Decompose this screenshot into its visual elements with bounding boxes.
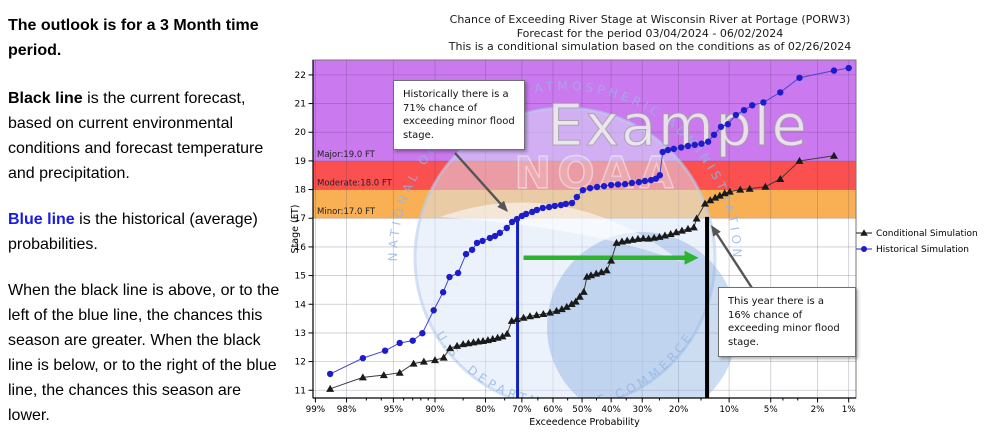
historical-annotation-arrow bbox=[454, 152, 508, 212]
svg-text:14: 14 bbox=[295, 300, 307, 310]
axis-ticks bbox=[308, 74, 850, 403]
black-line-description: is the current forecast, based on curren… bbox=[8, 90, 264, 182]
svg-text:17: 17 bbox=[295, 214, 306, 224]
svg-text:60%: 60% bbox=[543, 405, 563, 415]
river-stage-plot: NATIONAL OCEANIC AND ATMOSPHERIC ADMINIS… bbox=[290, 59, 978, 428]
blue-line-description: is the historical (average) probabilitie… bbox=[8, 211, 258, 253]
svg-text:10%: 10% bbox=[719, 405, 739, 415]
svg-text:12: 12 bbox=[295, 358, 306, 368]
svg-text:18: 18 bbox=[295, 186, 307, 196]
green-shift-arrow bbox=[523, 250, 699, 265]
blue-line-label: Blue line bbox=[8, 211, 75, 228]
svg-text:2%: 2% bbox=[811, 405, 825, 415]
svg-text:Minor:17.0 FT: Minor:17.0 FT bbox=[317, 207, 376, 217]
svg-text:Major:19.0 FT: Major:19.0 FT bbox=[317, 150, 376, 160]
black-line-label: Black line bbox=[8, 90, 83, 107]
svg-text:Conditional Simulation: Conditional Simulation bbox=[876, 229, 978, 239]
noaa-text-watermark: NOAA bbox=[514, 148, 679, 199]
svg-text:11: 11 bbox=[295, 386, 306, 396]
svg-text:19: 19 bbox=[295, 157, 307, 167]
svg-text:Historical Simulation: Historical Simulation bbox=[876, 245, 969, 255]
historical-simulation-series bbox=[326, 64, 852, 378]
flood-zone-labels: Minor:17.0 FT Moderate:18.0 FT Major:19.0 … bbox=[317, 150, 393, 217]
svg-text:99%: 99% bbox=[306, 405, 326, 415]
svg-text:95%: 95% bbox=[384, 405, 404, 415]
svg-text:20%: 20% bbox=[669, 405, 689, 415]
svg-text:80%: 80% bbox=[476, 405, 496, 415]
svg-text:1%: 1% bbox=[842, 405, 856, 415]
svg-text:15: 15 bbox=[295, 272, 306, 282]
y-axis-title: Stage (FT) bbox=[290, 205, 301, 254]
svg-text:90%: 90% bbox=[425, 405, 445, 415]
svg-text:16: 16 bbox=[295, 243, 307, 253]
svg-text:50%: 50% bbox=[572, 405, 592, 415]
explainer-panel: The outlook is for a 3 Month time period… bbox=[0, 0, 290, 444]
annotation-historical: Historically there is a 71% chance of ex… bbox=[393, 80, 525, 150]
svg-text:21: 21 bbox=[295, 100, 306, 110]
svg-text:98%: 98% bbox=[337, 405, 357, 415]
annotation-this-year-text: This year there is a 16% chance of excee… bbox=[728, 296, 840, 348]
chart-title: Chance of Exceeding River Stage at Wisco… bbox=[300, 13, 995, 54]
chart-title-line3: This is a conditional simulation based o… bbox=[448, 40, 852, 53]
comparison-paragraph: When the black line is above, or to the … bbox=[8, 282, 280, 424]
blue-line-paragraph: Blue line is the historical (average) pr… bbox=[8, 207, 286, 257]
svg-text:20: 20 bbox=[295, 128, 307, 138]
chart-title-line2: Forecast for the period 03/04/2024 - 06/… bbox=[516, 26, 784, 40]
svg-text:5%: 5% bbox=[764, 405, 778, 415]
svg-text:70%: 70% bbox=[512, 405, 532, 415]
svg-text:22: 22 bbox=[295, 71, 306, 81]
axis-tick-labels: 99% 98% 95% 90% 80% 70% 60% 50% 40% 30% 20% 10% 5% 2%… bbox=[295, 71, 856, 415]
chart-title-line1: Chance of Exceeding River Stage at Wisco… bbox=[449, 13, 851, 26]
svg-text:40%: 40% bbox=[601, 405, 621, 415]
svg-text:13: 13 bbox=[295, 329, 306, 339]
annotation-this-year: This year there is a 16% chance of excee… bbox=[718, 287, 856, 357]
svg-text:30%: 30% bbox=[632, 405, 652, 415]
black-line-paragraph: Black line is the current forecast, base… bbox=[8, 86, 286, 186]
example-watermark: Example bbox=[547, 93, 808, 159]
svg-text:Moderate:18.0 FT: Moderate:18.0 FT bbox=[317, 179, 393, 189]
legend: Conditional Simulation Historical Simulat… bbox=[856, 229, 978, 255]
x-axis-title: Exceedence Probability bbox=[529, 417, 640, 428]
intro-text: The outlook is for a 3 Month time period… bbox=[8, 17, 259, 59]
annotation-historical-text: Historically there is a 71% chance of ex… bbox=[403, 89, 515, 141]
conditional-simulation-series bbox=[326, 151, 838, 392]
this-year-annotation-arrow bbox=[711, 225, 754, 289]
